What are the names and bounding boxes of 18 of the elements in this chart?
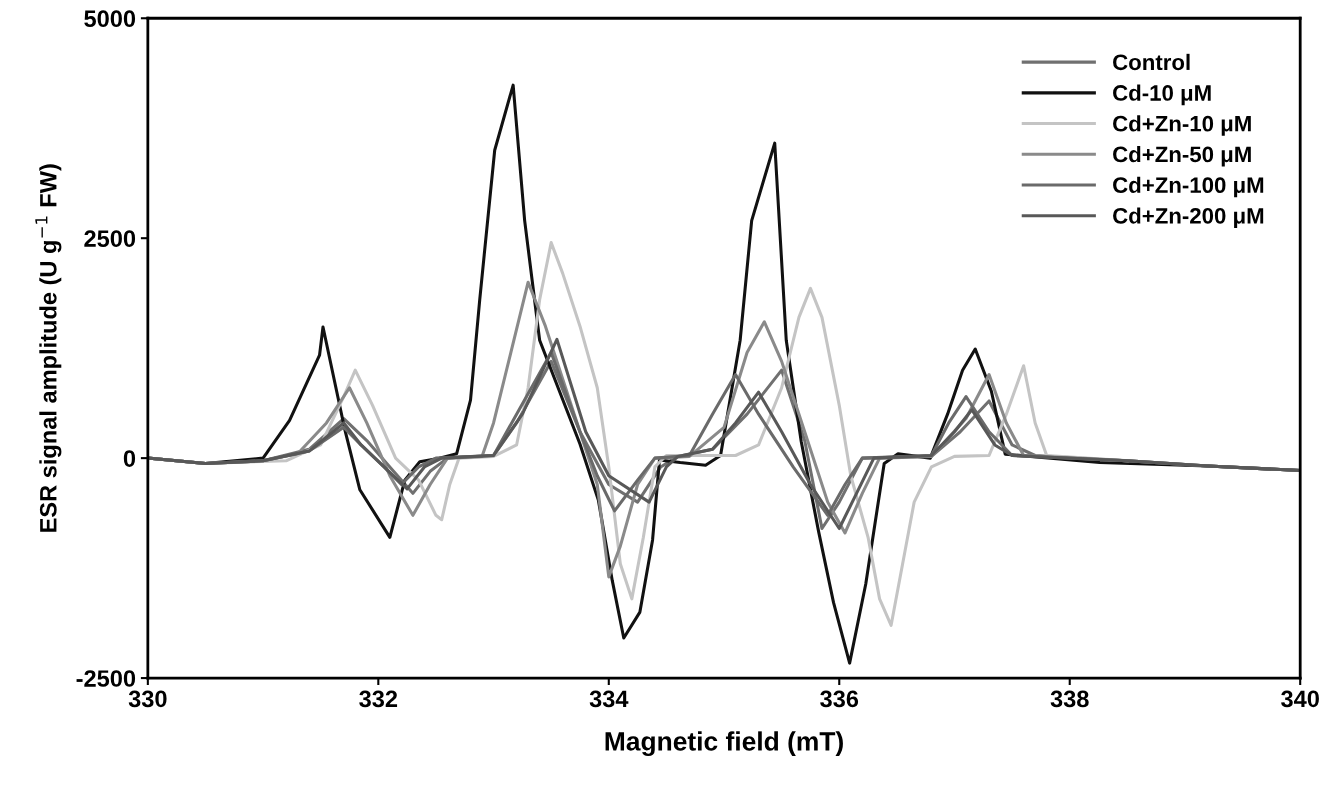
- x-tick-label: 332: [359, 690, 398, 708]
- x-tick-label: 340: [1281, 690, 1319, 708]
- legend-label: Cd+Zn-50 μM: [1113, 145, 1251, 167]
- legend-label: Cd-10 μM: [1113, 84, 1211, 106]
- y-axis-title: ESR signal amplitude (U g$^{−1}$ FW): [35, 164, 62, 532]
- y-tick-label: -2500: [76, 670, 136, 687]
- y-tick-label: 2500: [84, 230, 136, 247]
- y-tick-label: 0: [123, 450, 136, 467]
- x-tick-label: 330: [128, 690, 167, 708]
- x-tick-label: 334: [589, 690, 629, 708]
- legend-label: Cd+Zn-100 μM: [1113, 176, 1264, 198]
- x-tick-label: 336: [820, 690, 859, 708]
- legend-label: Cd+Zn-10 μM: [1113, 115, 1251, 136]
- y-tick-label: 5000: [84, 10, 136, 28]
- legend-label: Control: [1113, 53, 1190, 71]
- x-tick-label: 338: [1050, 690, 1089, 708]
- legend-label: Cd+Zn-200 μM: [1113, 207, 1264, 229]
- x-axis-title: Magnetic field (mT): [605, 731, 843, 757]
